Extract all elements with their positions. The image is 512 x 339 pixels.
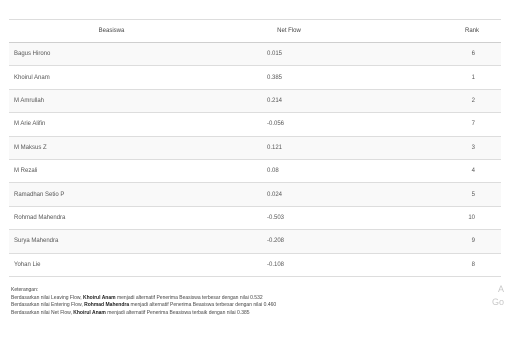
cell-name: M Amrullah	[9, 88, 214, 113]
note-text: menjadi alternatif Penerima Beasiswa ter…	[130, 302, 277, 308]
table-row: Bagus Hirono 0.015 6	[9, 41, 501, 66]
table-row: M Rezali 0.08 4	[9, 158, 501, 183]
cell-rank: 7	[364, 112, 501, 137]
cell-net-flow: 0.214	[214, 88, 364, 113]
table-row: Surya Mahendra -0.208 9	[9, 229, 501, 254]
cell-rank: 9	[364, 229, 501, 254]
note-text: menjadi alternatif Penerima Beasiswa ter…	[107, 309, 250, 316]
note-highlight: Khoirul Anam	[73, 309, 106, 316]
notes-section: Keterangan: Berdasarkan nilai Leaving Fl…	[11, 287, 481, 317]
note-text: Berdasarkan nilai Leaving Flow,	[11, 294, 82, 301]
table-row: M Amrullah 0.214 2	[9, 88, 501, 113]
cell-net-flow: 0.024	[214, 182, 364, 207]
note-highlight: Rohmad Mahendra	[84, 302, 130, 308]
cell-name: Yohan Lie	[9, 252, 214, 277]
note-text: Berdasarkan nilai Entering Flow,	[11, 302, 83, 308]
cell-rank: 10	[364, 205, 501, 230]
note-entering-flow: Berdasarkan nilai Entering Flow, Rohmad …	[11, 302, 481, 310]
cell-net-flow: -0.208	[214, 229, 364, 254]
note-text: Berdasarkan nilai Net Flow,	[11, 309, 72, 316]
cell-name: Rohmad Mahendra	[9, 205, 214, 230]
cell-name: Ramadhan Setio P	[9, 182, 214, 207]
cell-net-flow: 0.015	[214, 41, 364, 66]
cell-name: M Arie Alifin	[9, 112, 214, 137]
note-leaving-flow: Berdasarkan nilai Leaving Flow, Khoirul …	[11, 295, 481, 303]
cell-net-flow: -0.108	[214, 252, 364, 277]
header-rank: Rank	[364, 19, 501, 43]
cell-name: Surya Mahendra	[9, 229, 214, 254]
table-row: Khoirul Anam 0.385 1	[9, 65, 501, 90]
table-row: M Maksus Z 0.121 3	[9, 135, 501, 160]
cell-rank: 5	[364, 182, 501, 207]
table-row: Yohan Lie -0.108 8	[9, 252, 501, 277]
note-text: menjadi alternatif Penerima Beasiswa ter…	[116, 294, 263, 301]
table-row: M Arie Alifin -0.056 7	[9, 112, 501, 137]
results-table-container: Beasiswa Net Flow Rank Bagus Hirono 0.01…	[9, 19, 501, 277]
header-beasiswa: Beasiswa	[9, 19, 214, 43]
header-net-flow: Net Flow	[214, 19, 364, 43]
cell-name: M Maksus Z	[9, 135, 214, 160]
cell-net-flow: 0.385	[214, 65, 364, 90]
cell-net-flow: -0.503	[214, 205, 364, 230]
cell-name: Khoirul Anam	[9, 65, 214, 90]
cell-rank: 4	[364, 158, 501, 183]
cell-rank: 2	[364, 88, 501, 113]
note-highlight: Khoirul Anam	[83, 294, 116, 301]
cell-net-flow: 0.08	[214, 158, 364, 183]
cell-rank: 1	[364, 65, 501, 90]
cell-rank: 6	[364, 41, 501, 66]
cell-net-flow: 0.121	[214, 135, 364, 160]
cell-rank: 3	[364, 135, 501, 160]
table-header-row: Beasiswa Net Flow Rank	[9, 19, 501, 43]
table-row: Ramadhan Setio P 0.024 5	[9, 182, 501, 207]
note-net-flow: Berdasarkan nilai Net Flow, Khoirul Anam…	[11, 310, 481, 318]
cell-net-flow: -0.056	[214, 112, 364, 137]
cell-name: Bagus Hirono	[9, 41, 214, 66]
activation-watermark: A Go	[492, 283, 504, 309]
cell-rank: 8	[364, 252, 501, 277]
table-row: Rohmad Mahendra -0.503 10	[9, 205, 501, 230]
watermark-line-2: Go	[491, 297, 504, 307]
notes-heading: Keterangan:	[11, 287, 39, 293]
watermark-line-1: A	[497, 284, 504, 294]
net-flow-table: Beasiswa Net Flow Rank Bagus Hirono 0.01…	[9, 19, 501, 277]
cell-name: M Rezali	[9, 158, 214, 183]
